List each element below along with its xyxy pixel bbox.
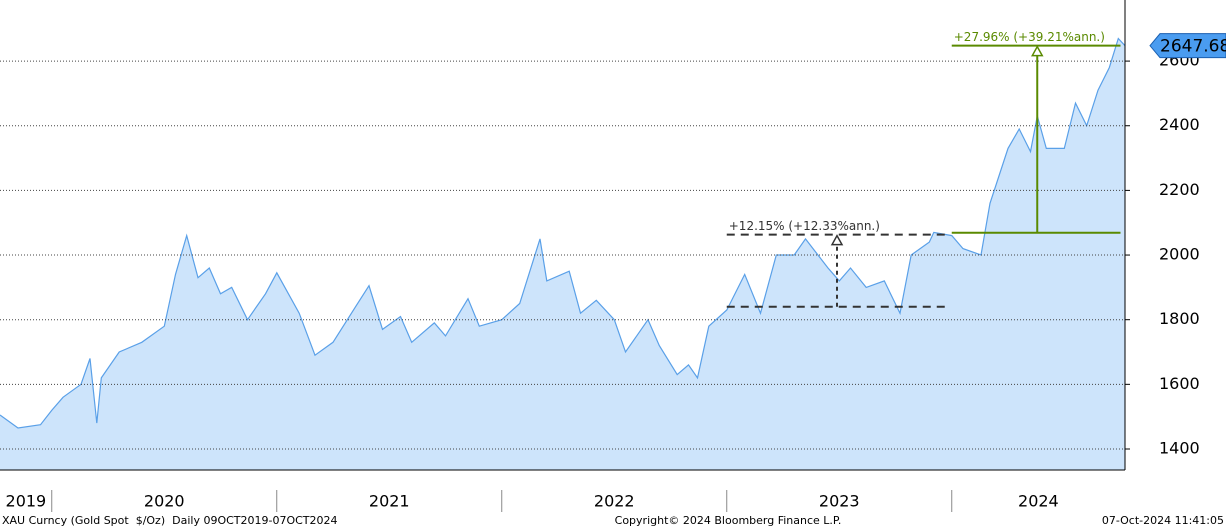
y-tick-label: 2400	[1159, 115, 1200, 134]
x-year-label: 2022	[594, 492, 635, 511]
y-tick-label: 2200	[1159, 180, 1200, 199]
y-tick-label: 1600	[1159, 374, 1200, 393]
footer-center: Copyright© 2024 Bloomberg Finance L.P.	[615, 514, 842, 527]
area	[0, 38, 1125, 470]
x-year-label: 2024	[1018, 492, 1059, 511]
annotation-text: +12.15% (+12.33%ann.)	[729, 219, 880, 233]
x-year-label: 2021	[369, 492, 410, 511]
footer-left: XAU Curncy (Gold Spot $/Oz) Daily 09OCT2…	[2, 514, 338, 527]
y-tick-label: 1400	[1159, 438, 1200, 457]
last-value-box	[1149, 33, 1226, 59]
y-tick-label: 1800	[1159, 309, 1200, 328]
y-tick-label: 2000	[1159, 245, 1200, 264]
last-value-label: 2647.68	[1160, 37, 1226, 57]
annotation-arrowhead	[1030, 45, 1044, 57]
x-year-label: 2023	[819, 492, 860, 511]
annotation-arrowhead	[830, 234, 844, 246]
x-year-label: 2019	[6, 492, 47, 511]
footer-right: 07-Oct-2024 11:41:05	[1102, 514, 1224, 527]
x-year-label: 2020	[144, 492, 185, 511]
annotation-text: +27.96% (+39.21%ann.)	[954, 30, 1105, 44]
